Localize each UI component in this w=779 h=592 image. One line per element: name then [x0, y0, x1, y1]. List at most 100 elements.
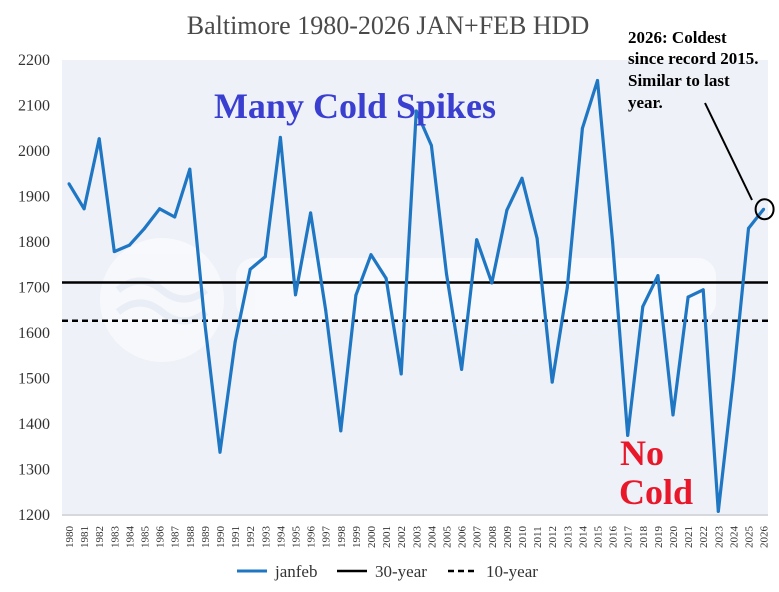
- x-tick-label: 2013: [562, 526, 574, 549]
- x-tick-label: 2022: [698, 526, 710, 548]
- data-point-janfeb: [641, 305, 645, 309]
- y-tick-label: 1900: [18, 189, 50, 206]
- series-layer: [67, 78, 766, 513]
- data-point-janfeb: [520, 176, 524, 180]
- data-point-janfeb: [460, 367, 464, 371]
- data-point-janfeb: [611, 240, 615, 244]
- x-tick-label: 1995: [291, 526, 303, 549]
- x-tick-label: 1989: [200, 526, 212, 549]
- highlight-circle-2026: [754, 198, 775, 221]
- data-point-janfeb: [248, 267, 252, 271]
- x-tick-label: 2010: [517, 526, 529, 549]
- y-tick-label: 1400: [18, 416, 50, 433]
- reference-lines: [62, 281, 768, 322]
- data-point-janfeb: [369, 253, 373, 257]
- legend: janfeb 30-year 10-year: [237, 562, 538, 581]
- x-tick-label: 2015: [593, 526, 605, 549]
- y-tick-label: 2000: [18, 143, 50, 160]
- data-point-janfeb: [565, 286, 569, 289]
- x-tick-label: 2016: [608, 526, 620, 549]
- data-point-janfeb: [596, 78, 599, 82]
- x-tick-label: 2009: [502, 526, 514, 549]
- data-point-janfeb: [701, 288, 705, 292]
- y-tick-label: 1600: [18, 325, 50, 342]
- x-tick-label: 2017: [623, 526, 635, 549]
- x-tick-label: 2023: [713, 526, 725, 549]
- y-tick-label: 1800: [18, 234, 50, 251]
- data-point-janfeb: [656, 274, 660, 278]
- x-tick-label: 2025: [744, 526, 756, 549]
- x-tick-label: 2001: [381, 526, 393, 548]
- annotation-no: No: [620, 433, 664, 473]
- data-point-janfeb: [309, 211, 313, 215]
- legend-label-30-year: 30-year: [375, 562, 427, 581]
- x-tick-label: 2008: [487, 526, 499, 549]
- x-tick-label: 1983: [109, 526, 121, 549]
- data-point-janfeb: [97, 137, 101, 141]
- data-point-janfeb: [535, 236, 539, 240]
- data-point-janfeb: [475, 238, 479, 242]
- data-point-janfeb: [263, 255, 267, 259]
- data-point-janfeb: [445, 272, 448, 276]
- x-tick-label: 2006: [457, 526, 469, 549]
- annotation-many-cold-spikes: Many Cold Spikes: [214, 86, 496, 126]
- y-axis: 1200 1300 1400 1500 1600 1700 1800 1900 2000 2100…: [18, 52, 50, 524]
- x-tick-label: 1992: [245, 526, 257, 548]
- data-point-janfeb: [294, 293, 297, 297]
- x-tick-label: 1998: [336, 526, 348, 549]
- x-tick-label: 2004: [426, 526, 438, 549]
- data-point-janfeb: [580, 126, 584, 130]
- y-tick-label: 2100: [18, 98, 50, 115]
- x-tick-label: 1993: [260, 526, 272, 549]
- legend-label-10-year: 10-year: [486, 562, 538, 581]
- data-point-janfeb: [173, 215, 177, 219]
- x-tick-label: 2000: [366, 526, 378, 549]
- note-pointer-line: [704, 102, 753, 201]
- data-point-janfeb: [67, 182, 71, 186]
- data-point-janfeb: [731, 377, 735, 380]
- x-tick-label: 2026: [759, 526, 771, 549]
- data-point-janfeb: [354, 293, 358, 297]
- x-tick-label: 2005: [442, 526, 454, 549]
- x-tick-label: 2020: [668, 526, 680, 549]
- x-tick-label: 1994: [275, 526, 287, 549]
- x-tick-label: 1985: [140, 526, 152, 549]
- data-point-janfeb: [158, 207, 162, 211]
- data-point-janfeb: [550, 380, 554, 384]
- note-line-1: 2026: Coldest: [628, 28, 727, 47]
- y-tick-label: 1200: [18, 507, 50, 524]
- data-point-janfeb: [671, 413, 675, 417]
- y-tick-label: 1700: [18, 280, 50, 297]
- data-point-janfeb: [203, 322, 207, 326]
- data-point-janfeb: [233, 340, 237, 344]
- x-axis: 1980 1981 1982 1983 1984 1985 1986 1987 1988 1989…: [62, 514, 771, 549]
- data-point-janfeb: [747, 226, 750, 230]
- data-point-janfeb: [278, 135, 282, 139]
- data-point-janfeb: [127, 243, 131, 247]
- data-point-janfeb: [626, 433, 630, 437]
- x-tick-label: 1996: [306, 526, 318, 549]
- x-tick-label: 2014: [577, 526, 589, 549]
- x-tick-label: 2024: [728, 526, 740, 549]
- data-point-janfeb: [188, 167, 192, 171]
- data-point-janfeb: [112, 250, 116, 254]
- data-point-janfeb: [218, 450, 222, 454]
- data-point-janfeb: [324, 308, 328, 312]
- x-tick-label: 2018: [638, 526, 650, 549]
- x-tick-label: 1987: [170, 526, 182, 549]
- data-point-janfeb: [82, 207, 86, 211]
- x-tick-label: 2021: [683, 526, 695, 548]
- data-point-janfeb: [143, 226, 146, 230]
- data-point-janfeb: [490, 281, 494, 285]
- data-point-janfeb: [762, 207, 766, 211]
- legend-label-janfeb: janfeb: [274, 562, 317, 581]
- note-line-2: since record 2015.: [628, 49, 758, 68]
- x-tick-label: 2007: [472, 526, 484, 549]
- chart-title: Baltimore 1980-2026 JAN+FEB HDD: [187, 11, 589, 40]
- x-tick-label: 1999: [351, 526, 363, 549]
- x-tick-label: 1982: [94, 526, 106, 548]
- x-tick-label: 1991: [230, 526, 242, 548]
- data-point-janfeb: [686, 295, 690, 299]
- data-point-janfeb: [399, 372, 403, 376]
